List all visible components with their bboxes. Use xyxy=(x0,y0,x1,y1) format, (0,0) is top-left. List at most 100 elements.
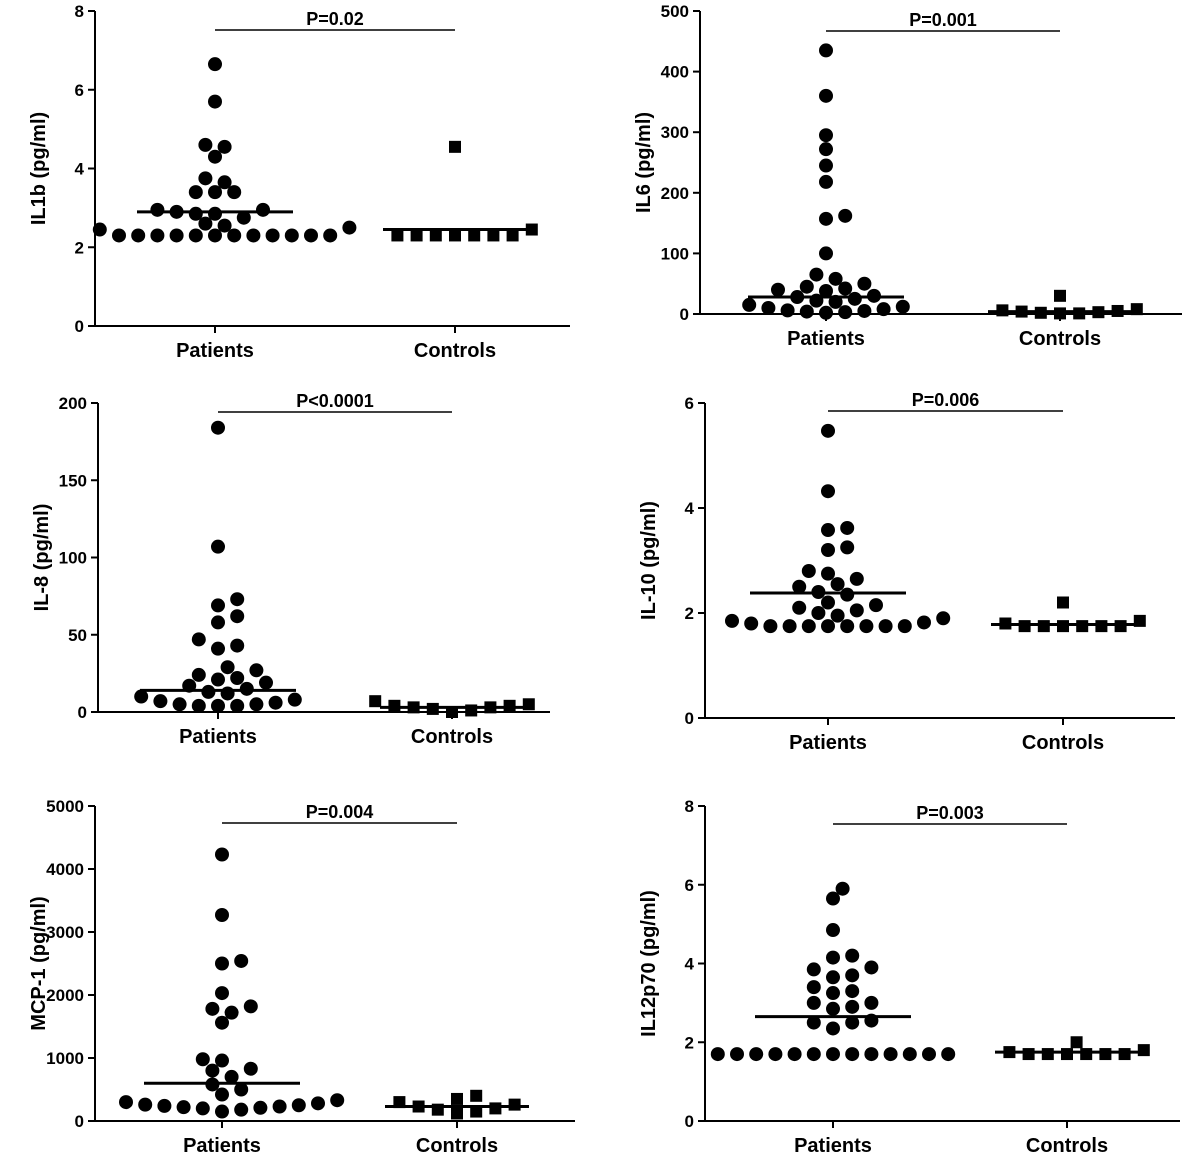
patient-point xyxy=(845,984,860,999)
patient-point xyxy=(239,681,254,696)
p-value-label: P=0.02 xyxy=(306,9,364,29)
patient-point xyxy=(215,986,229,1001)
patient-point xyxy=(234,953,249,968)
patient-point xyxy=(869,598,883,613)
patient-point xyxy=(819,88,833,103)
y-tick-label: 2 xyxy=(685,1033,694,1052)
y-tick-label: 8 xyxy=(75,2,84,21)
patient-point xyxy=(246,228,261,243)
y-tick-label: 1000 xyxy=(46,1049,84,1068)
patient-point xyxy=(792,600,807,615)
p-value-label: P<0.0001 xyxy=(296,391,374,411)
patient-point xyxy=(828,271,843,286)
patient-point xyxy=(730,1047,744,1062)
patient-point xyxy=(195,1052,210,1067)
chart-panel-3: 0 2 4 6 Patients Controls IL-10 (pg/ml) P=0.006 xyxy=(638,390,1175,754)
patient-point xyxy=(211,641,225,656)
patient-point xyxy=(725,613,739,628)
patient-point xyxy=(768,1047,783,1062)
y-axis-label: IL12p70 (pg/ml) xyxy=(638,890,660,1037)
control-point xyxy=(470,1105,483,1118)
y-tick-label: 6 xyxy=(685,394,694,413)
y-tick-label: 2000 xyxy=(46,986,84,1005)
patient-point xyxy=(217,175,232,190)
y-tick-label: 50 xyxy=(68,626,87,645)
patient-point xyxy=(801,564,816,578)
patient-point xyxy=(188,228,203,243)
x-tick-label: Controls xyxy=(414,340,496,362)
patient-point xyxy=(157,1098,172,1113)
patient-point xyxy=(819,211,833,226)
patient-point xyxy=(230,698,245,713)
patient-point xyxy=(304,228,318,243)
x-tick-label: Patients xyxy=(179,726,257,748)
control-point xyxy=(429,229,442,242)
y-tick-label: 3000 xyxy=(46,923,84,942)
patient-point xyxy=(819,305,833,320)
patient-point xyxy=(256,202,270,217)
patient-point xyxy=(230,592,245,607)
patient-point xyxy=(742,297,757,312)
patient-point xyxy=(268,695,283,710)
x-tick-label: Controls xyxy=(1026,1135,1108,1157)
patient-point xyxy=(191,667,206,682)
patient-point xyxy=(849,603,864,618)
patient-point xyxy=(230,671,245,686)
patient-point xyxy=(220,660,235,675)
patient-point xyxy=(201,684,216,699)
patient-point xyxy=(809,267,824,282)
patient-point xyxy=(897,619,912,634)
patient-point xyxy=(191,698,206,713)
patient-point xyxy=(227,228,242,243)
control-point xyxy=(1095,620,1108,633)
patient-point xyxy=(819,142,833,157)
patient-point xyxy=(787,1047,802,1062)
patient-point xyxy=(230,609,245,624)
control-point xyxy=(1054,289,1066,302)
chart-panel-4: 0 1000 2000 3000 4000 5000 Patients Controls MCP… xyxy=(28,797,575,1157)
y-tick-label: 150 xyxy=(59,471,87,490)
patient-point xyxy=(265,228,280,243)
patient-point xyxy=(835,881,850,896)
patient-point xyxy=(234,1082,249,1097)
control-point xyxy=(1099,1048,1112,1061)
patient-point xyxy=(799,279,814,294)
patient-point xyxy=(208,57,222,72)
patient-point xyxy=(311,1096,325,1111)
patient-point xyxy=(821,423,835,438)
patient-point xyxy=(826,891,840,906)
patient-point xyxy=(236,210,251,225)
patient-point xyxy=(799,304,814,319)
patient-point xyxy=(211,598,225,613)
y-tick-label: 100 xyxy=(59,549,87,568)
y-tick-label: 0 xyxy=(680,305,689,324)
patient-point xyxy=(771,282,785,297)
patient-point xyxy=(830,608,845,623)
patient-point xyxy=(845,1015,860,1030)
patient-point xyxy=(150,228,165,243)
patient-point xyxy=(131,228,146,243)
patient-point xyxy=(806,962,821,977)
patient-point xyxy=(208,228,222,243)
control-point xyxy=(525,223,538,236)
y-tick-label: 6 xyxy=(685,876,694,895)
control-point xyxy=(1022,1048,1035,1061)
control-point xyxy=(451,1107,463,1120)
x-tick-label: Patients xyxy=(183,1135,261,1157)
patient-point xyxy=(876,302,891,317)
patient-point xyxy=(857,303,872,318)
patient-point xyxy=(821,543,835,557)
patient-point xyxy=(838,305,853,320)
control-point xyxy=(1041,1048,1054,1061)
y-axis-label: MCP-1 (pg/ml) xyxy=(28,896,50,1030)
patient-point xyxy=(211,698,225,713)
patient-point xyxy=(208,185,222,200)
x-tick-label: Patients xyxy=(176,340,254,362)
p-value-label: P=0.003 xyxy=(916,803,984,823)
patient-point xyxy=(243,999,258,1014)
y-tick-label: 4 xyxy=(685,499,695,518)
patient-point xyxy=(826,950,840,965)
patient-point xyxy=(215,1087,229,1102)
patient-point xyxy=(198,171,213,186)
patient-point xyxy=(826,970,840,985)
